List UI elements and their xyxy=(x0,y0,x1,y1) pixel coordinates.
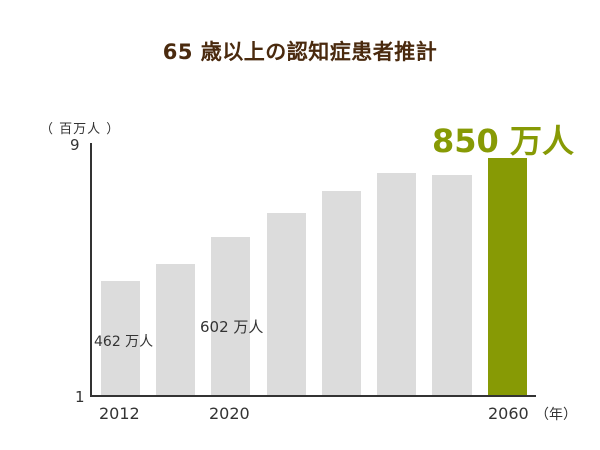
x-tick-2060: 2060 xyxy=(488,404,529,423)
x-tick-2012: 2012 xyxy=(99,404,140,423)
bar-2025 xyxy=(267,213,306,395)
bar-2040 xyxy=(377,173,416,395)
x-axis-unit-label: （年） xyxy=(535,407,577,423)
bar-2020 xyxy=(211,237,250,395)
y-axis-unit-label: （ 百万人 ） xyxy=(40,122,121,137)
x-tick-2020: 2020 xyxy=(209,404,250,423)
y-axis-line xyxy=(90,143,92,397)
x-axis-line xyxy=(90,395,536,397)
chart-title: 65 歳以上の認知症患者推計 xyxy=(162,40,438,64)
bar-2060-highlight xyxy=(488,158,527,395)
bar-2012 xyxy=(101,281,140,395)
value-label-2012: 462 万人 xyxy=(94,334,154,350)
y-tick-min: 1 xyxy=(75,388,85,406)
bar-2050 xyxy=(432,175,472,395)
y-tick-max: 9 xyxy=(70,136,80,154)
bar-2015 xyxy=(156,264,195,395)
value-callout-2060: 850 万人 xyxy=(432,122,574,160)
value-label-2020: 602 万人 xyxy=(200,318,264,336)
bar-2030 xyxy=(322,191,361,395)
